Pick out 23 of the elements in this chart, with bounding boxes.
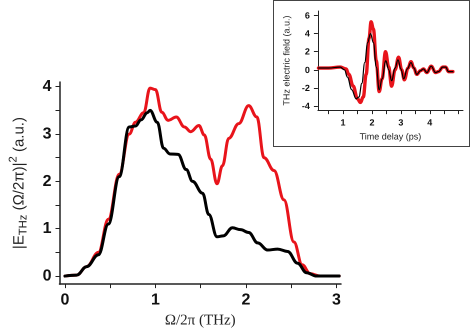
y-tick-label: 4 bbox=[304, 28, 310, 39]
y-axis-title: |ETHz (Ω/2π)|2 (a.u.) bbox=[8, 117, 30, 250]
x-tick-label: 0 bbox=[60, 292, 70, 309]
x-tick-label: 3 bbox=[332, 292, 342, 309]
x-tick-label: 2 bbox=[369, 118, 374, 128]
x-tick-label: 2 bbox=[242, 292, 251, 309]
y-tick-label: 1 bbox=[42, 220, 52, 238]
x-axis-title: Ω/2π (THz) bbox=[164, 312, 236, 328]
y-tick-label: 2 bbox=[42, 172, 52, 190]
y-axis-title: THz electric field (a.u.) bbox=[282, 16, 292, 106]
x-axis-title: Time delay (ps) bbox=[360, 132, 422, 142]
y-tick-label: 2 bbox=[304, 46, 310, 57]
y-tick-label: -4 bbox=[302, 101, 310, 112]
x-tick-label: 3 bbox=[398, 118, 404, 128]
y-tick-label: 4 bbox=[42, 78, 52, 96]
y-tick-label: 6 bbox=[304, 10, 310, 21]
x-tick-label: 1 bbox=[150, 292, 160, 309]
y-tick-label: 0 bbox=[304, 64, 310, 75]
x-tick-label: 4 bbox=[427, 118, 432, 128]
y-tick-label: -2 bbox=[302, 82, 310, 93]
line-series bbox=[318, 33, 454, 100]
y-tick-label: 0 bbox=[42, 268, 52, 285]
x-tick-label: 1 bbox=[340, 118, 346, 128]
